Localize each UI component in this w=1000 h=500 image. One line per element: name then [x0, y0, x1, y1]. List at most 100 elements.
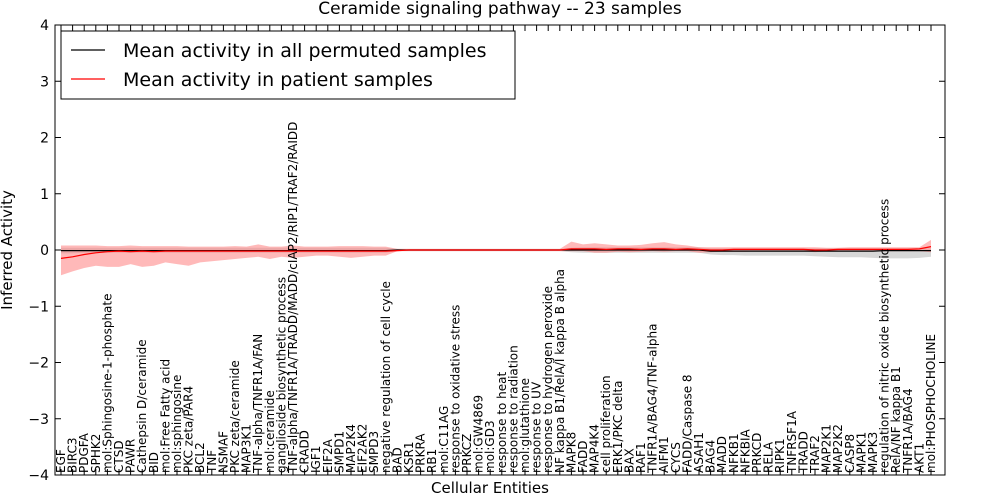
- x-tick-label: NSMAF: [216, 431, 230, 473]
- x-tick-label: CYCS: [669, 442, 683, 473]
- chart-title: Ceramide signaling pathway -- 23 samples: [318, 0, 682, 19]
- x-tick-label: CTSD: [112, 440, 126, 473]
- x-tick-label: TRADD: [796, 431, 810, 474]
- x-tick-label: IGF1: [309, 446, 323, 473]
- x-tick-label: EIF2A: [321, 438, 335, 473]
- band-series-1: [61, 239, 931, 276]
- x-tick-label: NF kappa B1/RelA/I kappa B alpha: [553, 269, 567, 473]
- x-tick-label: negative regulation of cell cycle: [379, 281, 393, 473]
- x-tick-label: RIPK1: [773, 438, 787, 473]
- x-tick-label: mol:Sphingosine-1-phosphate: [100, 294, 114, 474]
- x-tick-label: FADD: [576, 441, 590, 474]
- x-tick-label: TNFRSF1A: [785, 410, 799, 474]
- x-tick-label: TNF-alpha/TNFR1A/FAN: [251, 334, 265, 474]
- y-tick-label: 4: [40, 18, 49, 34]
- y-tick-label: −4: [28, 468, 49, 484]
- y-axis-title: Inferred Activity: [0, 190, 16, 310]
- x-tick-label: SMPD3: [367, 431, 381, 473]
- legend: Mean activity in all permuted samples Me…: [60, 30, 516, 100]
- x-tick-label: MADD: [715, 436, 729, 473]
- x-tick-label: ASAH1: [692, 432, 706, 473]
- y-tick-label: 3: [40, 74, 49, 90]
- x-tick-label: TNF: [205, 450, 219, 474]
- y-tick-label: −1: [28, 299, 49, 315]
- x-tick-label: mol:sphingosine: [170, 375, 184, 473]
- x-tick-label: mol:glutathione: [518, 378, 532, 473]
- x-tick-label: EGF: [54, 449, 68, 473]
- y-tick-label: 0: [40, 243, 49, 259]
- x-tick-label: PRKCZ: [460, 434, 474, 473]
- x-tick-label: mol:C11AG: [437, 406, 451, 473]
- x-tick-label: ERK1/PKC delta: [611, 380, 625, 473]
- y-tick-label: 1: [40, 187, 49, 203]
- x-tick-label: TNF-alpha/TNFR1A/TRADD/MADD/cIAP2/RIP1/T…: [286, 122, 300, 474]
- x-tick-label: PKC zeta/ceramide: [228, 360, 242, 473]
- x-tick-label: KSR1: [402, 442, 416, 473]
- y-tick-label: −3: [28, 412, 49, 428]
- x-tick-label: AIFM1: [657, 436, 671, 473]
- x-tick-label: cell proliferation: [599, 375, 613, 473]
- legend-box: [60, 30, 516, 100]
- x-tick-label: mol:GW4869: [472, 395, 486, 473]
- plot-frame: [54, 24, 946, 476]
- x-tick-label: BAG4: [704, 440, 718, 473]
- x-axis-title: Cellular Entities: [431, 479, 549, 497]
- x-tick-label: MAP3K1: [240, 424, 254, 473]
- x-tick-label: MAP2K1: [820, 424, 834, 473]
- x-tick-label: PRKRA: [414, 433, 428, 473]
- x-tick-label: BCL2: [193, 442, 207, 473]
- x-tick-label: PRKCD: [750, 433, 764, 473]
- x-tick-label: EIF2AK2: [356, 424, 370, 473]
- x-tick-label: NFKBIA: [738, 428, 752, 473]
- x-tick-label: BAD: [390, 447, 404, 473]
- x-tick-label: CRADD: [298, 430, 312, 473]
- x-tick-label: FADD/Caspase 8: [680, 374, 694, 473]
- legend-label-permuted: Mean activity in all permuted samples: [123, 40, 486, 62]
- x-tick-label: regulation of nitric oxide biosynthetic …: [878, 199, 892, 473]
- x-tick-label: BIRC3: [66, 437, 80, 473]
- x-tick-label: MAP4K4: [588, 424, 602, 473]
- x-tick-label: response to oxidative stress: [448, 305, 462, 473]
- x-tick-label: mol:ceramide: [263, 390, 277, 473]
- y-tick-label: −2: [28, 356, 49, 372]
- x-tick-label: TRAF2: [808, 435, 822, 474]
- x-tick-label: RELA: [762, 441, 776, 473]
- series-lines: [60, 246, 932, 259]
- x-tick-label: SPHK2: [89, 434, 103, 473]
- x-tick-label: response to heat: [495, 371, 509, 473]
- line-series-1: [60, 246, 932, 259]
- x-tick-label: Cathepsin D/ceramide: [135, 339, 149, 473]
- x-tick-label: MAPK1: [854, 432, 868, 473]
- x-tick-label: BAX: [622, 448, 636, 473]
- x-tick-label: mol:Free Fatty acid: [158, 359, 172, 473]
- x-tick-label: SMPD1: [332, 431, 346, 473]
- x-tick-label: mol:PHOSPHOCHOLINE: [924, 334, 938, 473]
- x-axis-ticks: [60, 25, 932, 475]
- x-tick-label: TNFR1A/BAG4/TNF-alpha: [646, 324, 660, 474]
- x-axis-entity-labels: EGFBIRC3PDGFASPHK2mol:Sphingosine-1-phos…: [54, 122, 938, 474]
- x-tick-label: PKC zeta/PAR4: [182, 386, 196, 473]
- x-tick-label: MAPK8: [564, 432, 578, 473]
- x-tick-label: MAPK3: [866, 432, 880, 473]
- x-tick-label: RelA/NF kappa B1: [889, 366, 903, 473]
- x-tick-label: AKT1: [912, 443, 926, 473]
- x-tick-label: TNFR1A/BAG4: [901, 388, 915, 474]
- x-tick-label: CASP8: [843, 434, 857, 473]
- x-tick-label: mol:GD3: [483, 420, 497, 473]
- x-tick-label: MAP2K4: [344, 424, 358, 473]
- x-tick-label: PDGFA: [77, 432, 91, 473]
- x-tick-label: PAWR: [124, 439, 138, 473]
- y-axis-ticks: −4 −3 −2 −1 0 1 2 3 4: [28, 18, 945, 484]
- x-tick-label: RB1: [425, 449, 439, 473]
- legend-label-patient: Mean activity in patient samples: [123, 69, 433, 91]
- x-tick-label: BID: [147, 452, 161, 473]
- x-tick-label: ganglioside biosynthetic process: [274, 277, 288, 473]
- x-tick-label: response to UV: [530, 381, 544, 473]
- y-tick-label: 2: [40, 131, 49, 147]
- x-tick-label: response to hydrogen peroxide: [541, 286, 555, 473]
- x-tick-label: response to radiation: [506, 345, 520, 473]
- x-tick-label: MAP2K2: [831, 424, 845, 473]
- x-tick-label: RAF1: [634, 442, 648, 473]
- x-tick-label: NFKB1: [727, 433, 741, 473]
